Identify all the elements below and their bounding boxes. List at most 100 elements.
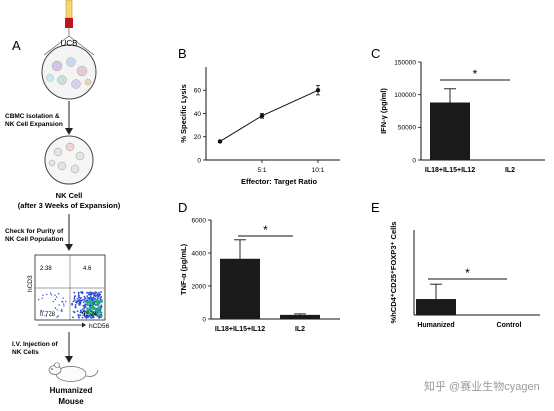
flow-dot (54, 307, 57, 309)
flow-dot (57, 315, 59, 317)
flow-dot (77, 291, 80, 294)
flow-x-label: hCD56 (89, 323, 110, 330)
flow-dot (96, 293, 99, 296)
flow-dot (91, 315, 94, 318)
workflow-arrow (65, 332, 73, 363)
nk-cell-dish-icon (44, 135, 94, 185)
y-axis-label: % Specific Lysis (179, 84, 188, 143)
y-tick-label: 6000 (192, 217, 207, 224)
nk-title-line1: NK Cell (56, 191, 83, 200)
flow-dot (98, 314, 101, 317)
flow-dot (62, 297, 64, 299)
flow-dot (97, 295, 100, 298)
panel-a: A UCB CBMC Isolation & NK Cell Expa (5, 0, 121, 406)
x-tick-label: IL2 (295, 326, 305, 333)
flow-dot (98, 300, 101, 303)
flow-dot (46, 293, 48, 296)
flow-dot (54, 298, 57, 301)
flow-dot (97, 316, 100, 319)
flow-dot (58, 293, 60, 295)
panel-letter-b: B (178, 46, 187, 61)
flow-dot (86, 299, 88, 302)
flow-dot (85, 317, 88, 319)
flow-dot (86, 291, 89, 294)
flow-dot (92, 298, 95, 301)
bar (280, 314, 320, 319)
y-tick-label: 2000 (192, 283, 207, 290)
flow-dot (91, 313, 94, 316)
bar (220, 258, 260, 319)
flow-dot (93, 292, 96, 295)
flow-dot (83, 298, 86, 301)
flow-y-label: hCD3 (27, 275, 34, 292)
flow-dot (86, 295, 89, 297)
flow-dot (83, 307, 86, 310)
flow-dot (40, 309, 42, 312)
panel-letter-c: C (371, 46, 380, 61)
flow-dot (94, 310, 97, 314)
flow-dot (52, 300, 54, 303)
flow-dot (100, 291, 102, 293)
flow-dot (50, 294, 53, 296)
x-axis-label: Effector: Target Ratio (241, 177, 318, 186)
flow-dot (83, 309, 86, 312)
flow-dot (63, 305, 65, 307)
step3-line2: NK Cells (12, 349, 39, 356)
y-tick-label: 40 (194, 111, 202, 118)
y-tick-label: 4000 (192, 250, 207, 257)
flow-dot (78, 296, 80, 299)
flow-dot (97, 304, 100, 307)
y-tick-label: 100000 (394, 92, 416, 99)
flow-dot (81, 316, 84, 319)
chart-panel-b: 0 20 40 60 % Specific Lysis 5:1 10:1 Effector: … (179, 67, 340, 186)
flow-dot (88, 297, 90, 300)
flow-dot (42, 310, 45, 312)
flow-dot (99, 297, 102, 299)
flow-dot (73, 299, 76, 301)
chart-panel-c: 0 50000 100000 150000 IFN-γ (pg/ml) IL18+IL15… (379, 59, 545, 174)
x-tick-label: Humanized (417, 322, 454, 329)
y-axis-label: IFN-γ (pg/ml) (379, 88, 388, 134)
panel-letter-e: E (371, 200, 380, 215)
workflow-arrow (65, 101, 73, 135)
flow-dot (96, 310, 99, 313)
significance-marker: * (473, 67, 478, 81)
flow-dot (65, 300, 67, 302)
flow-dot (94, 295, 97, 298)
flow-dot (88, 314, 91, 317)
flow-dot (54, 294, 56, 296)
flow-dot (50, 315, 52, 317)
flow-dot (74, 305, 77, 308)
flow-dot (85, 306, 87, 309)
flow-dot (98, 291, 101, 294)
flow-dot (93, 297, 96, 300)
x-tick-label: IL2 (505, 167, 515, 174)
mouse-icon (48, 362, 99, 382)
quadrant-tr: 4.6 (83, 266, 92, 272)
flow-dot (79, 311, 82, 314)
flow-dot (90, 305, 93, 308)
flow-dot (93, 307, 96, 310)
flow-cytometry-plot: 2.38 4.6 0.778 92.24 hCD3 hCD56 (27, 254, 110, 330)
flow-dot (83, 301, 85, 304)
flow-dot (78, 304, 81, 306)
step1-line2: NK Cell Expansion (5, 121, 63, 128)
flow-dot (49, 292, 52, 294)
y-tick-label: 0 (202, 316, 206, 323)
flow-dot (81, 311, 84, 314)
flow-dot (72, 300, 75, 303)
flow-dot (94, 299, 97, 302)
flow-dot (41, 297, 43, 299)
flow-dot (77, 292, 80, 295)
flow-dot (74, 304, 77, 306)
flow-dot (73, 311, 76, 314)
flow-dot (83, 314, 86, 316)
flow-dot (90, 309, 93, 312)
flow-dot (86, 315, 88, 317)
flow-dot (84, 303, 87, 306)
flow-dot (79, 314, 82, 317)
nk-title-line2: (after 3 Weeks of Expansion) (18, 201, 121, 210)
flow-dot (76, 310, 79, 313)
flow-dot (83, 315, 86, 318)
flow-dot (56, 309, 58, 311)
